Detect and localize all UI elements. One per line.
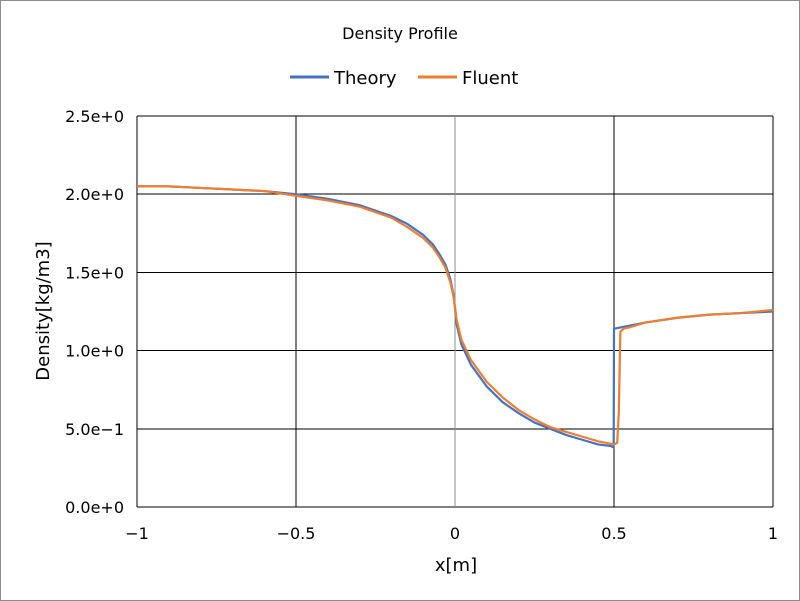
chart-title: Density Profile [342,24,458,43]
x-tick-label: 1 [768,524,778,543]
legend-label-theory: Theory [333,68,397,89]
y-tick-label: 5.0e−1 [65,420,124,439]
x-axis-label: x[m] [435,555,477,576]
y-tick-label: 1.0e+0 [65,342,124,361]
y-tick-label: 2.5e+0 [65,107,124,126]
series-lines [137,185,774,449]
x-tick-label: 0.5 [601,524,626,543]
y-tick-label: 1.5e+0 [65,263,124,282]
y-tick-label: 2.0e+0 [65,185,124,204]
series-line-theory [137,185,774,449]
y-tick-labels: 0.0e+0 5.0e−1 1.0e+0 1.5e+0 2.0e+0 2.5e+0 [65,107,124,517]
legend-item-fluent: Fluent [418,68,518,89]
legend-label-fluent: Fluent [462,68,518,89]
x-tick-label: −1 [125,524,149,543]
x-tick-label: −0.5 [277,524,316,543]
y-tick-label: 0.0e+0 [65,498,124,517]
legend-item-theory: Theory [290,68,397,89]
y-axis-label: Density[kg/m3] [33,241,54,380]
x-tick-labels: −1 −0.5 0 0.5 1 [125,524,778,543]
legend: Theory Fluent [290,68,518,89]
series-line-fluent [137,185,774,446]
x-tick-label: 0 [450,524,460,543]
